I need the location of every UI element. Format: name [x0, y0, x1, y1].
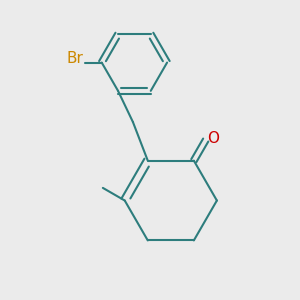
- Text: Br: Br: [67, 52, 83, 67]
- Text: O: O: [207, 131, 219, 146]
